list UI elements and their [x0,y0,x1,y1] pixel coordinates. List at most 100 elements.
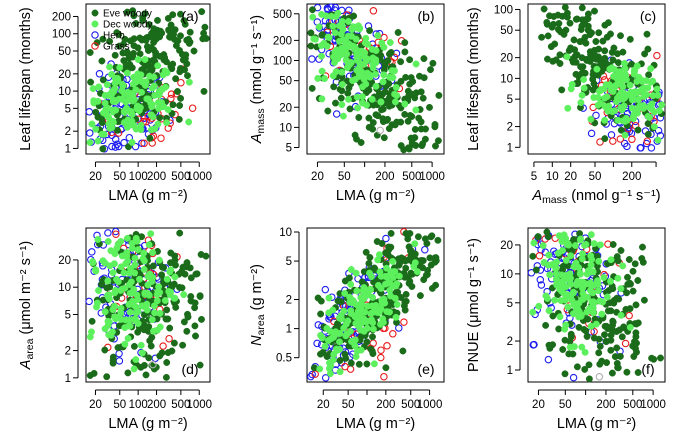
point-dec-woody [539,242,547,250]
point-eve-woody [367,345,375,353]
point-dec-woody [564,303,572,311]
point-eve-woody [402,290,410,298]
point-dec-woody [89,258,97,266]
point-eve-woody [191,322,199,330]
point-eve-woody [99,145,107,153]
point-dec-woody [626,323,634,331]
point-eve-woody [124,369,132,377]
point-herb [321,285,330,294]
point-dec-woody [630,115,637,123]
point-eve-woody [640,296,648,304]
point-eve-woody [200,87,208,95]
point-eve-woody [561,370,569,378]
point-eve-woody [431,123,439,131]
point-eve-woody [591,7,598,15]
point-eve-woody [629,287,637,295]
point-eve-woody [628,60,636,68]
point-eve-woody [177,94,185,102]
point-eve-woody [111,51,119,59]
point-eve-woody [172,303,180,311]
point-eve-woody [365,123,373,131]
point-eve-woody [382,364,390,372]
point-dec-woody [616,74,624,82]
point-eve-woody [544,32,552,40]
point-dec-woody [111,98,119,105]
point-dec-woody [412,60,420,68]
y-tick-label: 10 [500,269,513,281]
y-axis-label: Amass (nmol g⁻¹ s⁻¹) [249,15,267,144]
point-dec-woody [560,290,568,298]
point-dec-woody [366,269,373,277]
point-eve-woody [145,21,153,28]
point-dec-woody [137,71,145,79]
y-tick-label: 1 [507,142,513,154]
point-eve-woody [158,271,166,279]
point-eve-woody [169,101,177,109]
point-dec-woody [607,82,615,90]
point-eve-woody [200,29,208,37]
point-eve-woody [115,42,123,50]
point-dec-woody [154,120,162,128]
point-eve-woody [157,27,164,35]
point-herb [529,341,538,349]
point-dec-woody [590,240,598,248]
point-dec-woody [621,59,628,67]
x-tick-label: 200 [375,171,394,183]
point-eve-woody [609,241,617,248]
point-dec-woody [149,113,157,121]
point-dec-woody [622,114,630,122]
point-dec-woody [632,88,640,96]
point-dec-woody [88,328,95,336]
point-dec-woody [88,120,96,128]
point-dec-woody [410,263,418,270]
point-dec-woody [329,306,337,314]
point-eve-woody [632,333,640,341]
point-grass [112,230,120,238]
point-dec-woody [132,86,140,94]
point-dec-woody [148,84,156,92]
point-grass [643,137,652,145]
point-dec-woody [114,278,122,286]
y-tick-label: 50 [58,46,71,58]
point-eve-woody [559,262,567,270]
point-eve-woody [421,235,429,243]
point-dec-woody [336,338,343,346]
point-dec-woody [589,268,597,276]
y-tick-label: 1 [65,373,71,385]
point-eve-woody [336,357,344,364]
x-tick-label: 20 [89,171,102,183]
point-eve-woody [434,137,442,145]
point-dec-woody [379,78,387,86]
point-eve-woody [409,78,417,86]
point-dec-woody [93,299,101,307]
point-eve-woody [584,315,592,323]
point-dec-woody [362,34,370,42]
point-dec-woody [106,63,113,71]
point-dec-woody [160,103,168,111]
point-grass [159,342,167,350]
point-dec-woody [535,302,543,310]
point-eve-woody [641,50,649,58]
point-eve-woody [623,289,631,297]
point-dec-woody [347,266,355,273]
y-tick-label: 5 [286,143,292,155]
point-dec-woody [92,125,100,133]
point-eve-woody [86,49,94,56]
point-eve-woody [573,51,581,59]
point-eve-woody [416,72,423,80]
point-dec-woody [137,126,145,134]
point-eve-woody [365,259,373,267]
point-eve-woody [575,323,583,331]
point-dec-woody [571,242,579,249]
point-dec-woody [132,317,140,325]
point-dec-woody [130,365,138,373]
point-eve-woody [558,86,566,94]
point-eve-woody [201,23,209,31]
point-dec-woody [317,331,325,339]
point-eve-woody [180,17,188,25]
point-dec-woody [114,74,122,82]
point-eve-woody [341,277,349,285]
